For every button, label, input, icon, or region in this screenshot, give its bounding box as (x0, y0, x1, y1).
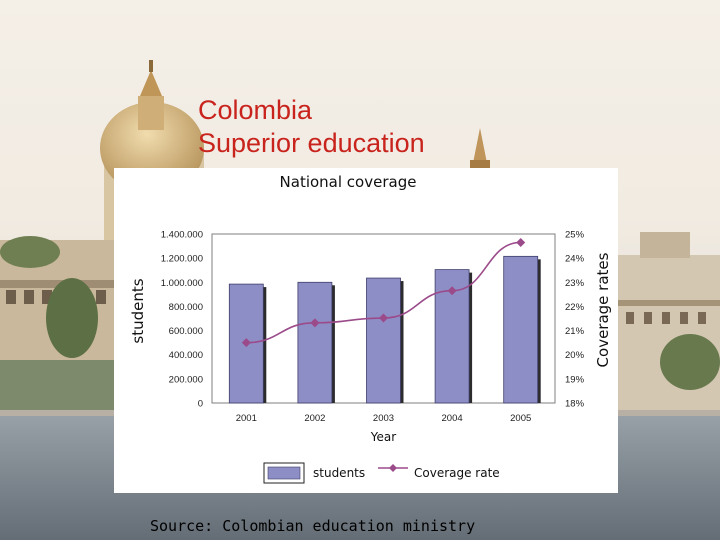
legend-marker-coverage (389, 464, 397, 472)
slide-title-line1: Colombia (198, 95, 313, 125)
y2-tick-label: 24% (565, 254, 585, 265)
slide-title: Colombia Superior education (198, 94, 425, 160)
legend-box (263, 460, 509, 486)
coverage-rate-point (379, 313, 388, 323)
coverage-rate-point (241, 338, 251, 348)
slide-title-line2: Superior education (198, 128, 425, 158)
y2-tick-label: 19% (565, 374, 585, 385)
x-tick-label: 2001 (236, 413, 257, 424)
y2-tick-label: 22% (565, 302, 585, 313)
source-footer: Source: Colombian education ministry (150, 517, 476, 535)
y2-tick-label: 18% (565, 399, 585, 410)
y-tick-label: 800.000 (169, 302, 203, 313)
x-tick-label: 2005 (510, 413, 531, 424)
right-buildings (618, 232, 720, 410)
x-tick-label: 2003 (373, 413, 394, 424)
coverage-rate-point (447, 286, 457, 296)
y-tick-label: 600.000 (169, 326, 203, 337)
y-axis-title: students (129, 278, 147, 343)
left-buildings (0, 236, 114, 410)
combo-chart: 0 200.000 400.000 600.000 800.000 1.000.000 1.… (129, 230, 612, 486)
x-axis-title: Year (370, 430, 396, 444)
legend-label-coverage: Coverage rate (414, 466, 500, 480)
bar-students (297, 281, 333, 404)
y2-axis-title: Coverage rates (594, 252, 612, 367)
bar-students (366, 277, 401, 404)
chart-panel: National coverage 0 200.000 400.000 600.000… (114, 168, 618, 493)
y2-tick-label: 21% (565, 326, 585, 337)
coverage-rate-point (310, 318, 320, 328)
y-tick-label: 200.000 (169, 374, 203, 385)
y2-tick-label: 20% (565, 350, 585, 361)
y-tick-label: 400.000 (169, 350, 203, 361)
y-tick-label: 0 (198, 399, 203, 410)
legend-swatch-students (267, 466, 301, 480)
x-tick-label: 2004 (442, 413, 463, 424)
coverage-rate-point (516, 237, 526, 247)
church-spire (470, 128, 490, 170)
y2-tick-label: 25% (565, 230, 585, 241)
bar-students (503, 255, 539, 404)
chart-title: National coverage (279, 173, 417, 191)
y2-tick-label: 23% (565, 278, 585, 289)
y-tick-label: 1.400.000 (161, 230, 203, 241)
y-tick-label: 1.000.000 (161, 278, 203, 289)
legend-label-students: students (313, 466, 365, 480)
x-tick-label: 2002 (304, 413, 325, 424)
y-tick-label: 1.200.000 (161, 254, 203, 265)
